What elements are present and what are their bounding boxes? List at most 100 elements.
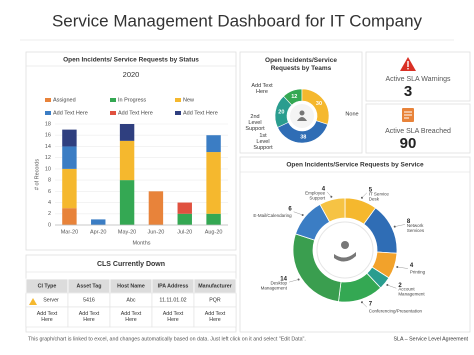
y-tick-label: 12 bbox=[45, 155, 51, 161]
table-cell bbox=[193, 306, 237, 328]
kpi-label: Active SLA Warnings bbox=[385, 76, 451, 83]
y-tick-label: 2 bbox=[48, 211, 51, 217]
bar-segment bbox=[177, 202, 192, 214]
chart-subtitle: 2020 bbox=[123, 70, 140, 79]
page-title: Service Management Dashboard for IT Comp… bbox=[52, 11, 423, 30]
kpi-card bbox=[365, 103, 471, 154]
y-tick-label: 8 bbox=[48, 178, 51, 184]
y-tick-label: 18 bbox=[45, 121, 51, 127]
segment-value: 30 bbox=[316, 101, 322, 107]
bar-segment bbox=[62, 146, 77, 169]
bar-segment bbox=[119, 140, 135, 181]
donut-segment bbox=[301, 88, 330, 125]
cell-text: Add Text Here bbox=[121, 311, 142, 323]
chart-title: Open Incidents/ Service Requests by Stat… bbox=[63, 57, 199, 64]
segment-value: 8 bbox=[407, 219, 411, 225]
legend-swatch bbox=[175, 111, 181, 115]
kpi-card bbox=[365, 51, 471, 102]
x-tick-label: Apr-20 bbox=[90, 229, 107, 235]
category-label: Add Text Here bbox=[251, 83, 273, 95]
cell-text: PQR bbox=[209, 297, 221, 303]
category-label: Employee Support bbox=[305, 191, 326, 201]
leader-line bbox=[397, 266, 408, 269]
y-tick-label: 6 bbox=[48, 189, 51, 195]
y-tick-label: 16 bbox=[45, 133, 51, 139]
kpi-value: 90 bbox=[400, 135, 417, 152]
y-axis-label: # of Records bbox=[34, 159, 40, 190]
x-axis-label: Months bbox=[132, 240, 150, 246]
column-header: Host Name bbox=[117, 283, 145, 289]
legend-label: Assigned bbox=[53, 97, 76, 103]
chart-title: Open Incidents/Service Requests by Servi… bbox=[286, 162, 424, 169]
people-icon bbox=[299, 110, 305, 116]
legend-swatch bbox=[45, 111, 51, 115]
segment-value: 2 bbox=[398, 283, 402, 289]
cell-text: Add Text Here bbox=[163, 311, 184, 323]
category-label: E-Mail/Calendaring bbox=[253, 213, 292, 218]
bar-segment bbox=[206, 213, 221, 225]
column-header: Manufacturer bbox=[198, 283, 232, 289]
bar-segment bbox=[206, 152, 221, 214]
segment-value: 38 bbox=[300, 134, 306, 140]
y-tick-label: 10 bbox=[45, 166, 51, 172]
cell-text: Add Text Here bbox=[205, 311, 226, 323]
column-header: IPA Address bbox=[158, 283, 189, 289]
category-label: Desktop Management bbox=[261, 281, 288, 291]
category-label: Printing bbox=[410, 270, 426, 275]
bar-segment bbox=[177, 213, 192, 225]
leader-line bbox=[326, 191, 332, 197]
leader-line bbox=[361, 302, 367, 308]
leader-line bbox=[394, 224, 405, 227]
cell-text: 5416 bbox=[83, 297, 95, 303]
y-tick-label: 4 bbox=[48, 200, 51, 206]
category-label: None bbox=[345, 111, 358, 117]
cell-text: Add Text Here bbox=[79, 311, 100, 323]
category-label: Conferencing/Presentation bbox=[369, 308, 423, 313]
warning-icon-mark bbox=[407, 61, 409, 67]
x-tick-label: Jun-20 bbox=[148, 229, 165, 235]
column-header: Asset Tag bbox=[77, 283, 102, 289]
legend-swatch bbox=[175, 98, 181, 102]
donut-center bbox=[290, 104, 314, 128]
bar-segment bbox=[119, 124, 135, 141]
legend-swatch bbox=[45, 98, 51, 102]
hand-icon bbox=[341, 241, 349, 249]
column-header: CI Type bbox=[38, 283, 57, 289]
leader-line bbox=[293, 211, 303, 216]
server-warning-icon bbox=[29, 298, 37, 305]
segment-value: 7 bbox=[369, 302, 373, 308]
legend-label: New bbox=[183, 97, 194, 103]
bar-segment bbox=[206, 135, 221, 153]
segment-value: 5 bbox=[369, 188, 373, 194]
segment-value: 6 bbox=[288, 206, 292, 212]
cell-text: Abc bbox=[126, 297, 135, 303]
kpi-label: Active SLA Breached bbox=[385, 128, 451, 135]
cell-text: 11.11.01.02 bbox=[159, 297, 186, 303]
category-label: 1st Level Support bbox=[253, 133, 273, 151]
bar-segment bbox=[62, 129, 77, 147]
segment-value: 14 bbox=[280, 277, 287, 283]
category-label: IT Service Desk bbox=[369, 192, 390, 202]
leader-line bbox=[361, 192, 367, 198]
bar-segment bbox=[119, 180, 135, 225]
table-title: CLS Currently Down bbox=[97, 261, 165, 268]
category-label: Network Services bbox=[407, 223, 425, 233]
x-tick-label: Aug-20 bbox=[205, 229, 223, 235]
legend-label: In Progress bbox=[118, 97, 146, 103]
category-label: 2nd Level Support bbox=[245, 114, 265, 132]
warning-icon-mark bbox=[407, 68, 409, 70]
bar-segment bbox=[62, 208, 77, 225]
legend-label: Add Text Here bbox=[183, 110, 218, 116]
x-tick-label: Jul-20 bbox=[177, 229, 192, 235]
hand-icon bbox=[334, 252, 356, 262]
category-label: Account Management bbox=[398, 287, 425, 297]
y-tick-label: 0 bbox=[48, 222, 51, 228]
bar-segment bbox=[91, 219, 106, 225]
segment-value: 4 bbox=[410, 263, 414, 269]
y-tick-label: 14 bbox=[45, 144, 51, 150]
table: CI Type Asset Tag Host Name IPA Address Manu… bbox=[25, 278, 237, 328]
legend-label: Add Text Here bbox=[53, 110, 88, 116]
bar-segment bbox=[62, 168, 77, 209]
